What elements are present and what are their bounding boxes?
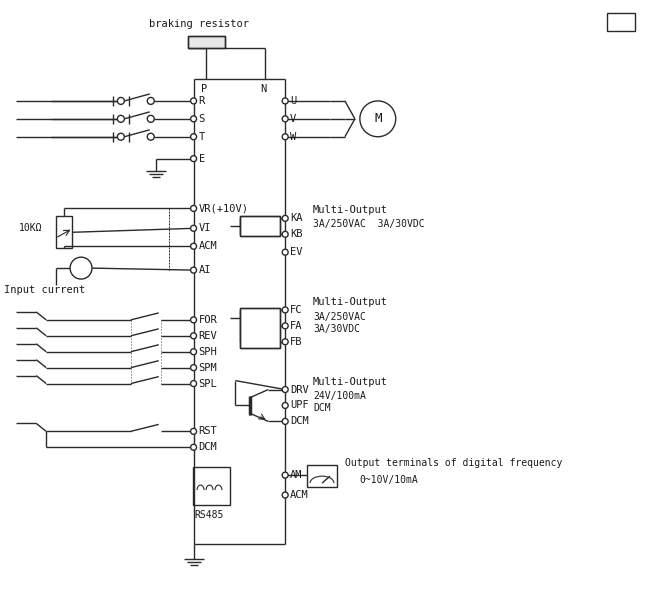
Circle shape — [190, 243, 197, 249]
Circle shape — [282, 492, 288, 498]
Circle shape — [282, 116, 288, 122]
Text: Multi-Output: Multi-Output — [313, 297, 388, 307]
Circle shape — [282, 249, 288, 255]
Text: EV: EV — [290, 247, 303, 257]
Text: FA: FA — [290, 321, 303, 331]
Text: FOR: FOR — [199, 315, 217, 325]
Text: 3A/250VAC  3A/30VDC: 3A/250VAC 3A/30VDC — [313, 219, 424, 229]
Text: SPL: SPL — [199, 379, 217, 389]
Text: KA: KA — [290, 213, 303, 223]
Text: 24V/100mA: 24V/100mA — [313, 391, 366, 401]
Circle shape — [282, 472, 288, 478]
Circle shape — [282, 216, 288, 221]
Text: P: P — [201, 84, 207, 94]
Text: R: R — [199, 96, 205, 106]
Bar — [241, 216, 280, 236]
Circle shape — [190, 365, 197, 370]
Circle shape — [360, 101, 396, 137]
Circle shape — [190, 317, 197, 323]
Circle shape — [70, 257, 92, 279]
Circle shape — [282, 386, 288, 392]
Bar — [607, 14, 634, 31]
Circle shape — [282, 98, 288, 104]
Bar — [192, 467, 230, 505]
Text: DCM: DCM — [290, 416, 309, 426]
Circle shape — [190, 428, 197, 434]
Text: E: E — [199, 154, 205, 164]
Text: ACM: ACM — [290, 490, 309, 500]
Text: 3A/30VDC: 3A/30VDC — [313, 324, 360, 334]
Circle shape — [282, 134, 288, 140]
Bar — [188, 37, 226, 48]
Text: braking resistor: braking resistor — [148, 19, 249, 29]
Text: U: U — [290, 96, 296, 106]
Circle shape — [282, 231, 288, 237]
Circle shape — [147, 115, 154, 123]
Text: N: N — [260, 84, 267, 94]
Text: T: T — [199, 132, 205, 142]
Bar — [241, 308, 280, 348]
Circle shape — [118, 115, 124, 123]
Text: SPM: SPM — [199, 363, 217, 373]
Text: Input current: Input current — [5, 285, 86, 295]
Text: DCM: DCM — [199, 442, 217, 452]
Text: UPF: UPF — [290, 401, 309, 411]
Text: DRV: DRV — [290, 385, 309, 395]
Circle shape — [190, 226, 197, 231]
Text: ACM: ACM — [199, 241, 217, 252]
Text: DCM: DCM — [313, 403, 331, 413]
Text: 10KΩ: 10KΩ — [20, 223, 43, 233]
Text: VI: VI — [199, 223, 211, 233]
Text: VR(+10V): VR(+10V) — [199, 203, 249, 213]
Circle shape — [190, 155, 197, 161]
Bar — [188, 37, 226, 48]
Text: M: M — [374, 112, 381, 125]
Circle shape — [190, 333, 197, 339]
Text: Multi-Output: Multi-Output — [313, 206, 388, 216]
Circle shape — [118, 97, 124, 104]
Bar — [241, 216, 280, 236]
Text: Output terminals of digital frequency: Output terminals of digital frequency — [345, 458, 562, 468]
Text: RS485: RS485 — [194, 510, 224, 520]
Bar — [307, 465, 337, 487]
Circle shape — [147, 133, 154, 140]
Circle shape — [282, 402, 288, 408]
Text: V: V — [290, 114, 296, 124]
Circle shape — [147, 97, 154, 104]
Circle shape — [190, 134, 197, 140]
Bar — [56, 216, 72, 248]
Circle shape — [190, 98, 197, 104]
Text: W: W — [290, 132, 296, 142]
Text: AI: AI — [199, 265, 211, 275]
Circle shape — [190, 380, 197, 386]
Text: REV: REV — [199, 331, 217, 341]
Circle shape — [282, 339, 288, 345]
Text: 3A/250VAC: 3A/250VAC — [313, 312, 366, 322]
Circle shape — [118, 133, 124, 140]
Text: RST: RST — [199, 426, 217, 436]
Circle shape — [190, 444, 197, 450]
Text: KB: KB — [290, 229, 303, 239]
Text: 0~10V/10mA: 0~10V/10mA — [360, 475, 419, 485]
Text: FB: FB — [290, 337, 303, 347]
Circle shape — [190, 116, 197, 122]
Text: AM: AM — [290, 470, 303, 480]
Text: S: S — [199, 114, 205, 124]
Text: FC: FC — [290, 305, 303, 315]
Circle shape — [190, 206, 197, 211]
Circle shape — [282, 323, 288, 329]
Circle shape — [190, 267, 197, 273]
Circle shape — [282, 418, 288, 425]
Text: SPH: SPH — [199, 347, 217, 357]
Text: Multi-Output: Multi-Output — [313, 376, 388, 386]
Circle shape — [190, 349, 197, 355]
Circle shape — [282, 307, 288, 313]
Bar — [241, 308, 280, 348]
